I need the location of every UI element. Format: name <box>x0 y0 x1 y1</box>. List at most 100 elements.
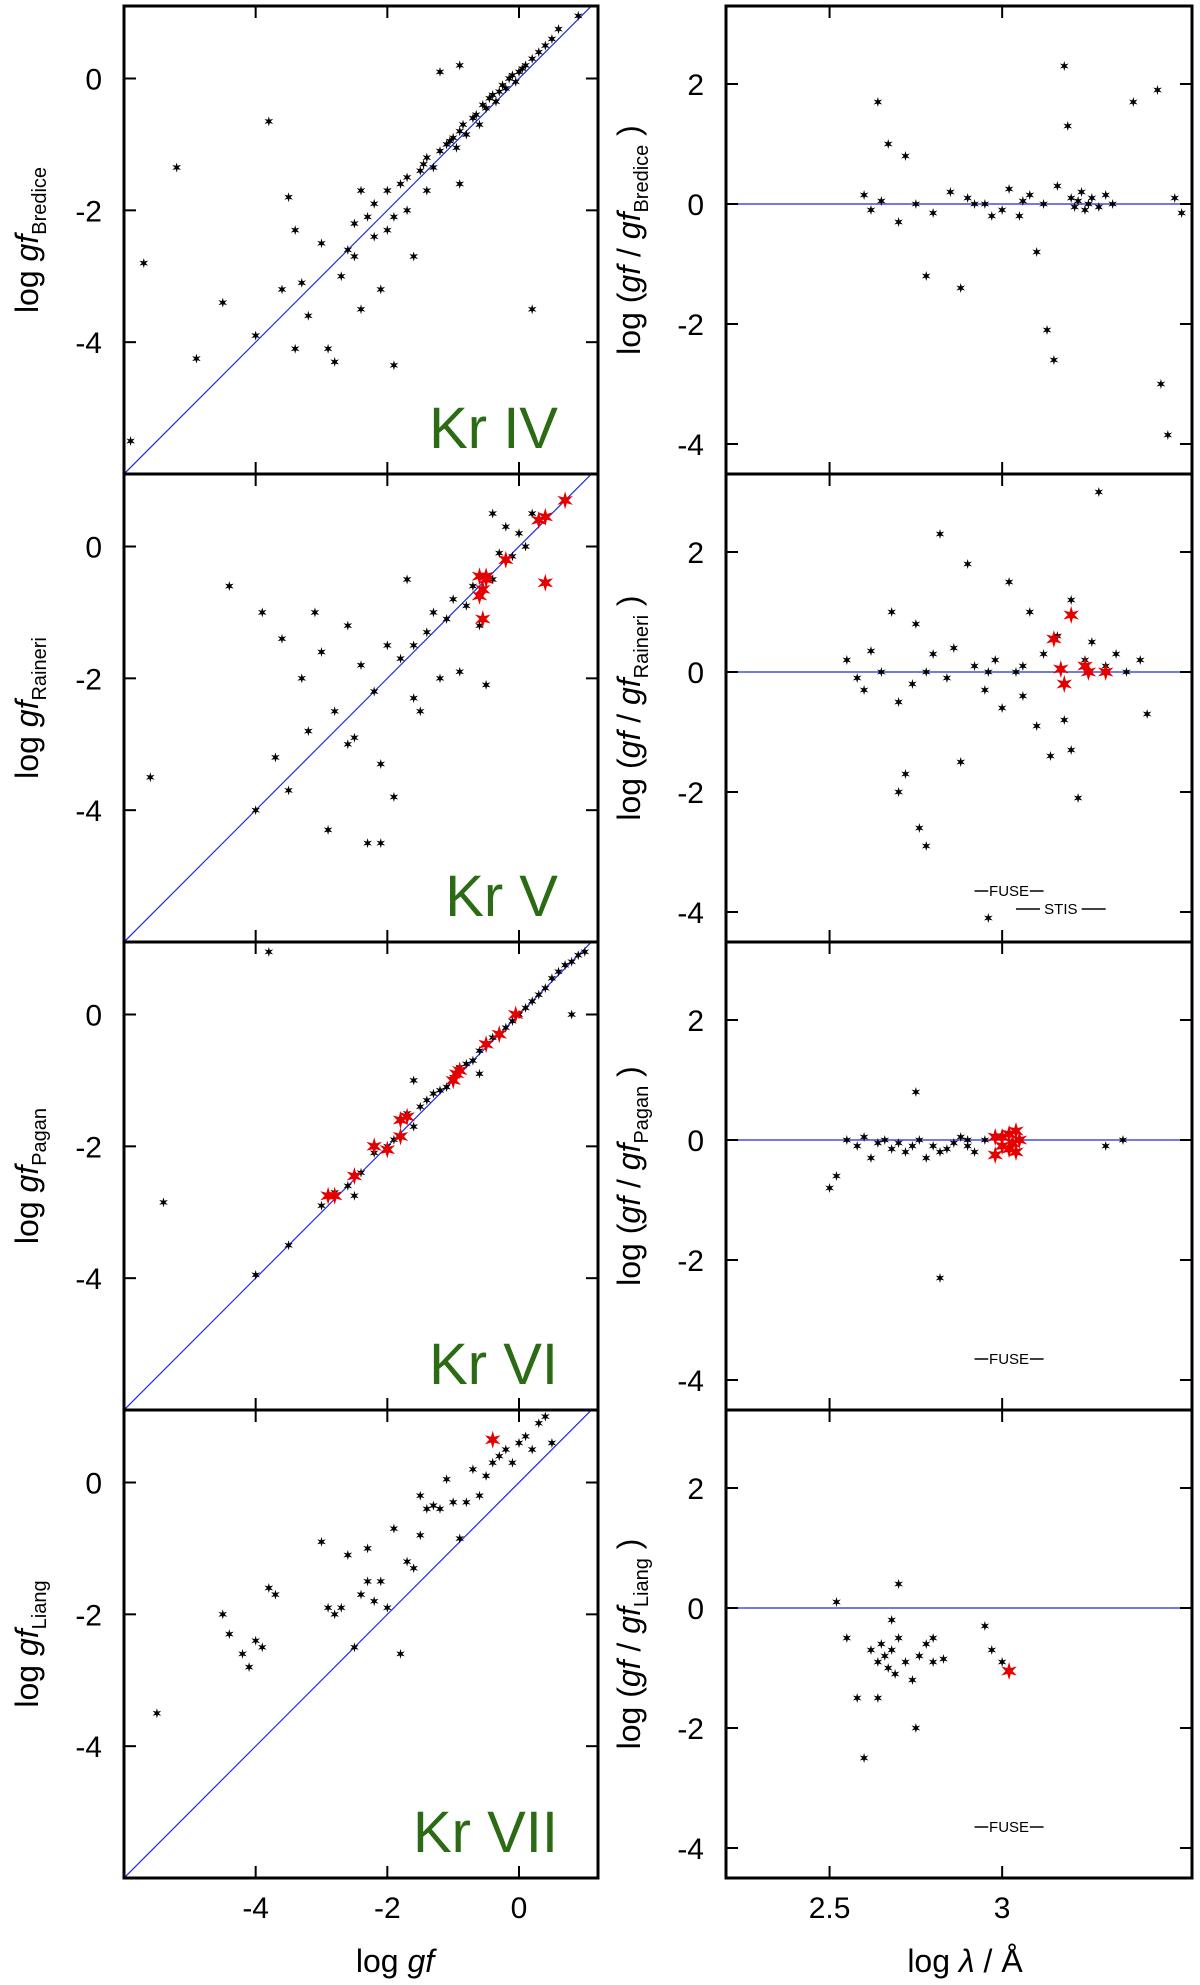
data-point <box>475 1045 484 1056</box>
data-point <box>984 667 993 677</box>
data-point <box>284 1240 293 1251</box>
data-point <box>501 1444 511 1455</box>
data-point <box>475 620 484 631</box>
y-tick-label: -2 <box>677 777 704 810</box>
ion-label: Kr IV <box>429 396 558 461</box>
data-point <box>842 1135 852 1145</box>
data-point <box>1004 184 1014 194</box>
data-point <box>541 983 550 994</box>
panel-frame <box>724 472 1194 944</box>
data-point <box>376 284 386 295</box>
data-point <box>1108 199 1117 209</box>
data-point <box>873 1138 883 1148</box>
data-point-red <box>1004 1134 1021 1152</box>
data-point-red <box>484 1430 501 1449</box>
x-tick-label: -2 <box>374 1892 401 1925</box>
identity-line <box>124 1410 593 1878</box>
data-point <box>409 640 418 651</box>
data-point <box>488 508 497 519</box>
y-tick-label: -4 <box>677 897 704 930</box>
data-point <box>1101 1141 1110 1151</box>
data-point <box>396 1648 405 1659</box>
data-point <box>455 666 465 677</box>
ion-label: Kr VI <box>429 1332 558 1397</box>
data-point <box>852 1141 862 1151</box>
data-point <box>343 739 353 750</box>
data-point <box>541 1411 550 1422</box>
y-tick-label: 0 <box>687 1593 704 1626</box>
data-point <box>409 693 418 704</box>
data-point <box>949 643 959 653</box>
data-point <box>442 1474 451 1485</box>
data-point <box>383 640 392 651</box>
data-point <box>534 1418 544 1429</box>
data-point <box>901 151 910 161</box>
data-point <box>866 1645 876 1655</box>
panel-2: -4 -2 0 2 log (gf / gfBredice ) <box>611 4 1194 476</box>
data-point <box>455 179 465 189</box>
data-point <box>304 726 313 737</box>
data-point <box>488 1457 497 1468</box>
data-point <box>887 607 896 617</box>
data-point <box>508 70 517 81</box>
data-point <box>139 258 149 269</box>
data-point <box>1135 655 1145 665</box>
data-point <box>429 607 438 618</box>
data-point <box>350 1190 359 1201</box>
data-point-red <box>1097 663 1114 681</box>
data-point <box>997 1657 1007 1667</box>
data-point <box>462 129 471 140</box>
data-point <box>842 655 852 665</box>
data-point <box>901 769 910 779</box>
data-point-red <box>399 1107 415 1126</box>
data-point <box>396 653 405 664</box>
panel-frame <box>724 4 1194 476</box>
data-point <box>448 1497 458 1508</box>
data-point <box>560 960 570 971</box>
data-point <box>363 211 372 222</box>
data-point <box>873 97 883 107</box>
data-point <box>330 356 339 367</box>
data-point <box>894 697 903 707</box>
data-point <box>491 96 501 107</box>
data-point <box>825 1183 834 1193</box>
instrument-label: FUSE <box>989 883 1029 900</box>
data-point <box>455 1533 465 1544</box>
data-point <box>921 667 931 677</box>
data-point <box>458 119 468 130</box>
data-point <box>284 192 293 203</box>
data-point <box>1156 379 1166 389</box>
y-tick-label: 0 <box>85 1468 102 1501</box>
data-point-red <box>1001 1662 1017 1680</box>
data-point <box>369 231 379 242</box>
data-point <box>1177 208 1186 218</box>
data-point-red <box>471 586 488 605</box>
data-point <box>389 1523 399 1534</box>
y-tick-label: -2 <box>677 1245 704 1278</box>
data-point <box>866 1153 876 1163</box>
data-point-red <box>498 550 514 569</box>
data-point <box>317 238 326 249</box>
x-axis-label-left: log gf <box>356 1943 437 1979</box>
data-point <box>1042 325 1052 335</box>
data-point <box>498 80 507 91</box>
data-point <box>323 824 333 835</box>
data-point <box>356 304 366 315</box>
data-point <box>521 541 530 552</box>
data-point <box>488 90 497 100</box>
data-point <box>356 1589 366 1600</box>
data-point <box>949 1138 959 1148</box>
data-point <box>921 1153 931 1163</box>
data-point <box>452 142 461 153</box>
data-point-red <box>987 1128 1003 1146</box>
data-point <box>429 162 438 173</box>
data-point <box>939 1654 948 1664</box>
data-point <box>935 1273 945 1283</box>
instrument-label: STIS <box>1044 901 1077 918</box>
data-point-red <box>452 1061 468 1080</box>
data-point <box>159 1197 168 1208</box>
ion-label: Kr VII <box>413 1800 558 1865</box>
data-point <box>435 673 445 684</box>
data-point <box>363 838 372 849</box>
data-point <box>1129 97 1138 107</box>
